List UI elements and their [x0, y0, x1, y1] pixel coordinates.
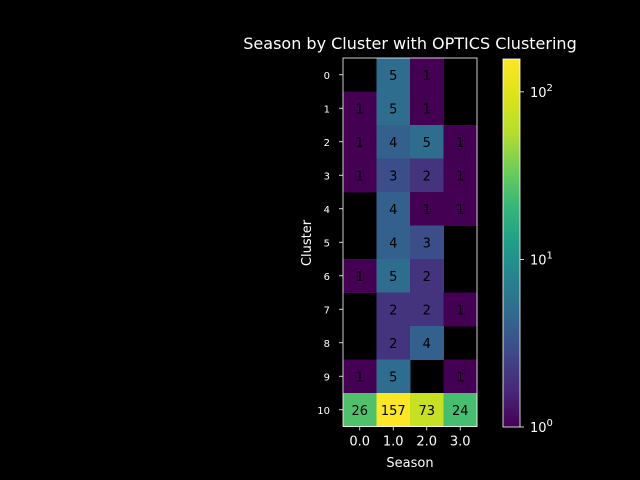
y-tick-label: 2 — [324, 138, 330, 149]
heatmap-cell — [443, 359, 478, 394]
heatmap-cell — [376, 259, 411, 293]
cell-value-label: 2 — [389, 303, 397, 318]
cell-value-label: 3 — [423, 236, 431, 251]
y-tick-label: 10 — [317, 406, 330, 417]
cell-value-label: 4 — [389, 203, 397, 218]
cell-value-label: 1 — [356, 270, 364, 285]
cell-value-label: 3 — [389, 169, 397, 184]
cell-value-label: 5 — [389, 69, 397, 84]
y-axis-label: Cluster — [300, 219, 315, 266]
colorbar-tick-label: 101 — [530, 250, 553, 268]
heatmap-cell — [443, 292, 478, 327]
x-tick-label: 0.0 — [349, 435, 370, 450]
heatmap-cell — [443, 192, 478, 226]
cell-value-label: 1 — [356, 169, 364, 184]
cell-value-label: 73 — [418, 404, 435, 419]
cell-value-label: 2 — [423, 169, 431, 184]
cell-value-label: 1 — [456, 169, 464, 184]
heatmap-cell — [376, 125, 411, 159]
heatmap-cell — [376, 58, 411, 92]
cell-value-label: 1 — [456, 136, 464, 151]
heatmap-cell — [376, 91, 411, 126]
cell-value-label: 4 — [389, 236, 397, 251]
heatmap-cell — [376, 158, 411, 193]
heatmap-cell — [343, 91, 377, 126]
y-tick-label: 5 — [324, 238, 330, 249]
cell-value-label: 5 — [389, 270, 397, 285]
cell-value-label: 24 — [452, 404, 469, 419]
y-tick-label: 9 — [324, 372, 330, 383]
cell-value-label: 26 — [351, 404, 368, 419]
colorbar-tick-label: 102 — [530, 83, 553, 101]
x-tick-label: 1.0 — [383, 435, 404, 450]
heatmap-cell — [410, 393, 444, 427]
y-tick-label: 1 — [324, 104, 330, 115]
y-tick-label: 0 — [324, 71, 330, 82]
cell-value-label: 2 — [423, 303, 431, 318]
heatmap-cell — [410, 158, 444, 193]
cell-value-label: 1 — [423, 69, 431, 84]
colorbar — [502, 58, 521, 428]
chart-title: Season by Cluster with OPTICS Clustering — [243, 34, 576, 53]
heatmap-cell — [410, 259, 444, 293]
cell-value-label: 4 — [423, 337, 431, 352]
x-axis-label: Season — [386, 456, 433, 471]
heatmap-cell — [443, 125, 478, 159]
heatmap-cell — [376, 359, 411, 394]
y-tick-label: 7 — [324, 305, 330, 316]
cell-value-label: 1 — [356, 136, 364, 151]
x-tick-label: 2.0 — [416, 435, 437, 450]
colorbar-ticks: 100 101 102 — [520, 83, 553, 436]
heatmap-cell — [343, 359, 377, 394]
heatmap-cell — [443, 393, 478, 427]
heatmap-cell — [343, 158, 377, 193]
heatmap-cell — [410, 292, 444, 327]
cell-value-label: 1 — [423, 203, 431, 218]
cell-value-label: 4 — [389, 136, 397, 151]
cell-value-label: 2 — [389, 337, 397, 352]
y-tick-label: 3 — [324, 171, 330, 182]
heatmap-ticks: 0 1 2 3 4 5 6 7 8 9 10 0.0 1.0 2.0 3.0 — [317, 71, 470, 450]
cell-value-label: 1 — [356, 102, 364, 117]
cell-value-label: 157 — [381, 404, 406, 419]
heatmap-cell — [410, 192, 444, 226]
heatmap-cell — [443, 158, 478, 193]
colorbar-tick-label: 100 — [530, 418, 553, 436]
cell-value-label: 1 — [423, 102, 431, 117]
heatmap-cell — [376, 225, 411, 260]
heatmap-grid: 5 11 5 11 4 5 11 3 2 14 1 14 31 5 22 2 12 41 5 126 157 73 24 — [342, 57, 478, 427]
heatmap-cell — [376, 393, 411, 427]
heatmap-cell — [410, 58, 444, 92]
cell-value-label: 1 — [456, 303, 464, 318]
heatmap-cell — [376, 326, 411, 360]
cell-value-label: 1 — [356, 370, 364, 385]
heatmap-cell — [343, 259, 377, 293]
heatmap-cell — [410, 125, 444, 159]
heatmap-cell — [376, 292, 411, 327]
heatmap-cell — [343, 393, 377, 427]
heatmap-cell — [410, 91, 444, 126]
y-tick-label: 8 — [324, 339, 330, 350]
heatmap-cell — [410, 225, 444, 260]
heatmap-cell — [343, 125, 377, 159]
heatmap-cell — [376, 192, 411, 226]
heatmap-cell — [410, 326, 444, 360]
cell-value-label: 1 — [456, 370, 464, 385]
cell-value-label: 5 — [389, 102, 397, 117]
cell-value-label: 5 — [389, 370, 397, 385]
cell-value-label: 2 — [423, 270, 431, 285]
y-tick-label: 4 — [324, 205, 330, 216]
cell-value-label: 5 — [423, 136, 431, 151]
cell-value-label: 1 — [456, 203, 464, 218]
y-tick-label: 6 — [324, 272, 330, 283]
x-tick-label: 3.0 — [450, 435, 471, 450]
